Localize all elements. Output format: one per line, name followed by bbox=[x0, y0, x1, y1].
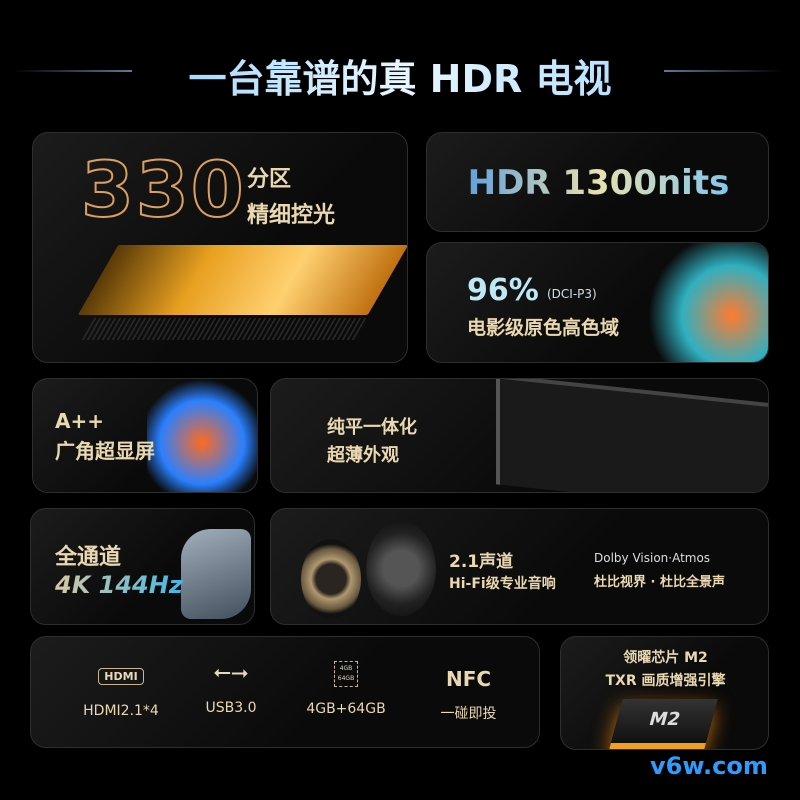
design-card: 纯平一体化 超薄外观 bbox=[270, 378, 769, 493]
dolby-label: 杜比视界 · 杜比全景声 bbox=[594, 575, 725, 590]
screen-card: A++ 广角超显屏 bbox=[32, 378, 258, 493]
audio-card: 2.1声道 Hi-Fi级专业音响 Dolby Vision·Atmos 杜比视界… bbox=[270, 508, 769, 625]
chip-line2: TXR 画质增强引擎 bbox=[605, 673, 726, 689]
nfc-port: NFC 一碰即投 bbox=[426, 667, 511, 723]
gamut-standard: (DCI-P3) bbox=[547, 287, 597, 301]
port-label: HDMI2.1*4 bbox=[83, 703, 159, 719]
refresh-line1: 全通道 bbox=[55, 545, 122, 570]
audio-line1: 2.1声道 bbox=[449, 552, 514, 572]
gamut-label: 电影级原色高色域 bbox=[467, 317, 620, 339]
ports-card: HDMI HDMI2.1*4 ⭠⭢ USB3.0 4GB 64GB 4GB+64… bbox=[30, 636, 540, 748]
flower-image bbox=[648, 243, 768, 362]
wave-image bbox=[77, 245, 407, 315]
hdmi-icon: HDMI bbox=[98, 668, 144, 685]
hdmi-port: HDMI HDMI2.1*4 bbox=[71, 665, 171, 719]
usb-port: ⭠⭢ USB3.0 bbox=[191, 660, 271, 717]
port-label: 4GB+64GB bbox=[306, 701, 386, 717]
chip-card: 领曜芯片 M2 TXR 画质增强引擎 M2 bbox=[560, 636, 769, 750]
led-grid bbox=[81, 318, 370, 340]
zones-line1: 分区 bbox=[247, 167, 292, 192]
port-label: 一碰即投 bbox=[440, 706, 497, 722]
hdr-text: HDR 1300nits bbox=[427, 163, 768, 203]
speaker-image bbox=[301, 539, 361, 619]
screen-line1: A++ bbox=[55, 409, 104, 433]
speaker-image bbox=[366, 521, 436, 616]
design-line1: 纯平一体化 bbox=[327, 417, 417, 438]
audio-line2: Hi-Fi级专业音响 bbox=[449, 576, 556, 592]
m2-chip-image: M2 bbox=[609, 699, 718, 749]
port-label: USB3.0 bbox=[205, 700, 257, 716]
chip-icon: 4GB 64GB bbox=[334, 661, 358, 687]
zones-card: 330 分区 精细控光 bbox=[32, 132, 408, 363]
memory-port: 4GB 64GB 4GB+64GB bbox=[291, 661, 401, 717]
screen-line2: 广角超显屏 bbox=[55, 439, 155, 463]
refresh-line2: 4K 144Hz bbox=[55, 571, 183, 599]
zones-number: 330 bbox=[80, 144, 246, 235]
nfc-icon: NFC bbox=[445, 667, 492, 691]
skier-image bbox=[181, 529, 251, 619]
gamut-percent: 96% bbox=[467, 273, 539, 308]
usb-icon: ⭠⭢ bbox=[213, 660, 249, 685]
chip-text: M2 bbox=[646, 709, 683, 730]
title-line-left bbox=[14, 70, 132, 72]
zones-line2: 精细控光 bbox=[247, 203, 336, 228]
refresh-card: 全通道 4K 144Hz bbox=[30, 508, 255, 625]
watermark: v6w.com bbox=[650, 752, 768, 780]
tv-edge-image bbox=[496, 379, 768, 492]
page-title: 一台靠谱的真 HDR 电视 bbox=[0, 48, 800, 103]
dolby-logo: Dolby Vision·Atmos bbox=[594, 551, 711, 565]
hdr-card: HDR 1300nits bbox=[426, 132, 769, 232]
title-line-right bbox=[664, 70, 782, 72]
flower-image bbox=[147, 379, 257, 492]
gamut-card: 96% (DCI-P3) 电影级原色高色域 bbox=[426, 242, 769, 363]
chip-line1: 领曜芯片 M2 bbox=[623, 650, 708, 666]
design-line2: 超薄外观 bbox=[327, 445, 399, 466]
